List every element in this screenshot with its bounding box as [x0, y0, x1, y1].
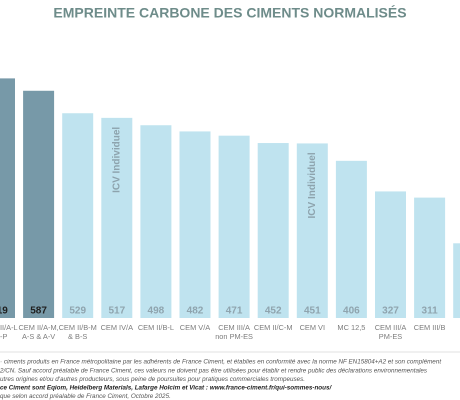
footnote: ce Ciment sont Eqiom, Heidelberg Materia…	[0, 384, 332, 391]
x-tick-label: CEM II/C-M	[254, 323, 293, 332]
annotation: ICV Individuel	[111, 127, 122, 193]
bar	[179, 131, 211, 318]
x-tick-label: non PM-ES	[215, 332, 253, 341]
annotation: ICV Individuel	[307, 152, 318, 218]
x-tick-label: CEM II/B-L	[138, 323, 174, 332]
value-label: 406	[343, 306, 360, 317]
x-tick-label: MC 12,5	[337, 323, 365, 332]
value-label: 311	[422, 306, 439, 317]
value-label: 482	[187, 306, 204, 317]
value-label: 327	[382, 306, 399, 317]
footnote: que selon accord préalable de France Cim…	[0, 393, 171, 400]
bar	[375, 191, 406, 318]
bar	[453, 243, 460, 318]
bar	[218, 135, 250, 318]
x-tick-label: PM-ES	[379, 332, 402, 341]
value-label: 529	[69, 306, 86, 317]
bar	[23, 90, 55, 318]
x-tick-label: & B-S	[68, 332, 87, 341]
x-tick-label: CEM IV/A	[101, 323, 134, 332]
bar	[335, 160, 367, 318]
value-label: 451	[304, 306, 321, 317]
footnote: 2/CN. Sauf accord préalable de France Ci…	[0, 367, 428, 374]
bar	[296, 143, 328, 318]
x-tick-label: CEM III/A	[375, 323, 407, 332]
value-label: 517	[108, 306, 125, 317]
footnote: · ciments produits en France métropolita…	[0, 359, 441, 366]
value-label: 452	[265, 306, 282, 317]
value-label: 471	[226, 306, 243, 317]
value-label: 619	[0, 306, 8, 317]
value-label: 498	[148, 306, 165, 317]
footnote: utres origines et/ou d'autres producteur…	[0, 376, 305, 383]
x-tick-label: CEM V/A	[180, 323, 210, 332]
x-tick-label: CEM II/B-M	[59, 323, 97, 332]
bar	[257, 143, 289, 318]
x-tick-label: A-S & A-V	[22, 332, 55, 341]
x-tick-label: II/A-L	[0, 323, 18, 332]
chart-title: EMPREINTE CARBONE DES CIMENTS NORMALISÉS	[53, 5, 406, 21]
bar	[0, 78, 15, 318]
bar	[62, 113, 94, 319]
x-tick-label: CEM II/A-M,	[18, 323, 58, 332]
x-tick-label: CEM VI	[300, 323, 325, 332]
x-tick-label: CEM III/B	[414, 323, 446, 332]
bar	[140, 125, 172, 319]
x-tick-label: -P	[0, 332, 7, 341]
bar	[101, 117, 133, 318]
value-label: 587	[30, 306, 47, 317]
bar	[414, 197, 446, 318]
x-tick-label: CEM III/A	[218, 323, 250, 332]
